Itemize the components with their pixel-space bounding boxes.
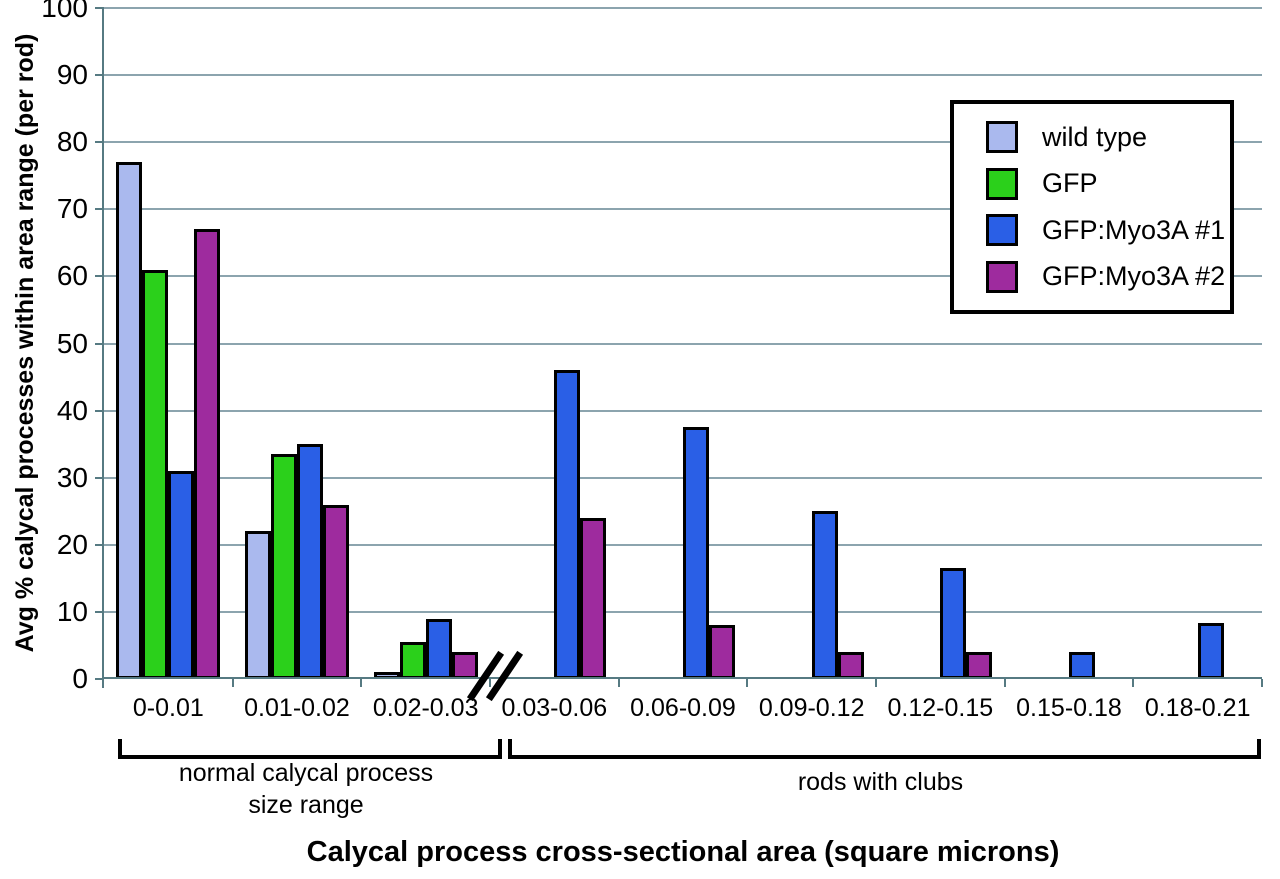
x-tick-1 xyxy=(231,679,234,687)
gridline-50 xyxy=(104,342,1262,345)
y-tick-50 xyxy=(95,342,104,345)
bar-gfp-myo3a-2-0.02-0.03 xyxy=(451,652,478,679)
y-tick-label-10: 10 xyxy=(56,595,88,627)
bar-gfp-myo3a-1-0.01-0.02 xyxy=(297,444,323,679)
y-tick-label-40: 40 xyxy=(56,394,88,426)
legend-label: GFP:Myo3A #2 xyxy=(1042,261,1226,292)
y-tick-label-90: 90 xyxy=(56,59,88,91)
y-tick-70 xyxy=(95,208,104,211)
y-tick-label-70: 70 xyxy=(56,193,88,225)
bar-gfp-myo3a-1-0.02-0.03 xyxy=(425,618,452,679)
bar-wild-type-0-0.01 xyxy=(116,162,143,679)
x-tick-7 xyxy=(1003,679,1006,687)
x-axis-title: Calycal process cross-sectional area (sq… xyxy=(306,836,1060,868)
y-tick-60 xyxy=(95,275,104,278)
bar-gfp-myo3a-2-0.01-0.02 xyxy=(323,504,349,679)
y-tick-label-80: 80 xyxy=(56,126,88,158)
bracket-normal-range xyxy=(118,739,502,759)
x-tick-label-0.01-0.02: 0.01-0.02 xyxy=(244,694,350,722)
bar-gfp-0-0.01 xyxy=(142,269,169,679)
bar-wild-type-0.01-0.02 xyxy=(245,531,271,679)
x-tick-6 xyxy=(875,679,877,687)
bracket-rods-with-clubs xyxy=(508,739,1261,759)
y-tick-30 xyxy=(95,476,104,479)
x-axis-line xyxy=(104,677,1262,679)
bar-gfp-myo3a-1-0.12-0.15 xyxy=(940,568,967,679)
x-tick-label-0.12-0.15: 0.12-0.15 xyxy=(887,694,994,722)
legend-swatch-icon xyxy=(986,121,1018,154)
gridline-100 xyxy=(104,7,1262,9)
annotation-line: size range xyxy=(248,791,364,819)
y-tick-20 xyxy=(95,543,104,546)
bar-gfp-myo3a-1-0.03-0.06 xyxy=(554,370,581,679)
y-tick-40 xyxy=(95,409,104,412)
gridline-70 xyxy=(104,208,1262,211)
gridline-40 xyxy=(104,409,1262,412)
legend-label: wild type xyxy=(1042,121,1148,152)
bar-gfp-myo3a-2-0-0.01 xyxy=(194,229,221,679)
legend-item-gfp-myo3a-2: GFP:Myo3A #2 xyxy=(986,260,1226,293)
annotation-line: normal calycal process xyxy=(178,759,434,787)
y-tick-10 xyxy=(95,610,104,613)
x-tick-3 xyxy=(489,679,491,687)
gridline-60 xyxy=(104,275,1262,278)
bar-gfp-myo3a-1-0-0.01 xyxy=(168,471,195,679)
y-tick-label-100: 100 xyxy=(41,0,88,23)
x-tick-label-0.06-0.09: 0.06-0.09 xyxy=(630,694,736,722)
legend-label: GFP:Myo3A #1 xyxy=(1042,214,1226,245)
bar-gfp-0.02-0.03 xyxy=(399,642,426,679)
x-tick-9 xyxy=(1261,679,1263,687)
x-tick-4 xyxy=(617,679,620,687)
y-axis-line xyxy=(102,8,104,688)
bar-gfp-myo3a-1-0.18-0.21 xyxy=(1197,623,1224,679)
x-tick-5 xyxy=(746,679,749,687)
x-tick-label-0.02-0.03: 0.02-0.03 xyxy=(372,694,479,722)
y-tick-100 xyxy=(95,7,104,9)
y-tick-label-30: 30 xyxy=(56,461,88,493)
bar-gfp-0.01-0.02 xyxy=(271,454,297,679)
y-tick-90 xyxy=(95,74,104,77)
y-tick-label-20: 20 xyxy=(56,528,88,560)
bar-gfp-myo3a-1-0.06-0.09 xyxy=(683,427,709,679)
bar-gfp-myo3a-1-0.15-0.18 xyxy=(1069,652,1095,679)
x-tick-2 xyxy=(360,679,363,687)
bar-gfp-myo3a-2-0.09-0.12 xyxy=(837,652,864,679)
x-tick-8 xyxy=(1132,679,1135,687)
annotation-rods-with-clubs: rods with clubs xyxy=(508,766,1253,798)
bar-gfp-myo3a-1-0.09-0.12 xyxy=(811,511,838,679)
y-tick-label-0: 0 xyxy=(72,663,88,694)
legend-item-gfp: GFP xyxy=(986,167,1222,200)
y-tick-80 xyxy=(95,141,104,144)
legend-label: GFP xyxy=(1042,168,1098,199)
bar-gfp-myo3a-2-0.03-0.06 xyxy=(580,517,607,679)
bar-gfp-myo3a-2-0.06-0.09 xyxy=(709,625,735,679)
legend-item-gfp-myo3a-1: GFP:Myo3A #1 xyxy=(986,214,1226,247)
legend-box: wild type GFP GFP:Myo3A #1 GFP:Myo3A #2 xyxy=(950,100,1234,314)
legend-swatch-icon xyxy=(986,260,1018,293)
y-tick-label-50: 50 xyxy=(56,327,88,359)
x-tick-label-0-0.01: 0-0.01 xyxy=(132,694,204,722)
gridline-80 xyxy=(104,141,1262,144)
annotation-normal-range: normal calycal process size range xyxy=(118,757,494,821)
x-tick-label-0.03-0.06: 0.03-0.06 xyxy=(501,694,608,722)
legend-swatch-icon xyxy=(986,214,1018,247)
legend-item-wild-type: wild type xyxy=(986,121,1222,154)
bar-gfp-myo3a-2-0.12-0.15 xyxy=(966,652,993,679)
gridline-90 xyxy=(104,74,1262,77)
annotation-line: rods with clubs xyxy=(797,768,964,796)
x-tick-label-0.09-0.12: 0.09-0.12 xyxy=(758,694,865,722)
plot-area xyxy=(104,7,1262,679)
y-tick-label-60: 60 xyxy=(56,260,88,292)
x-tick-label-0.15-0.18: 0.15-0.18 xyxy=(1016,694,1122,722)
x-tick-label-0.18-0.21: 0.18-0.21 xyxy=(1144,694,1251,722)
legend-swatch-icon xyxy=(986,167,1018,200)
y-tick-0 xyxy=(95,678,104,680)
